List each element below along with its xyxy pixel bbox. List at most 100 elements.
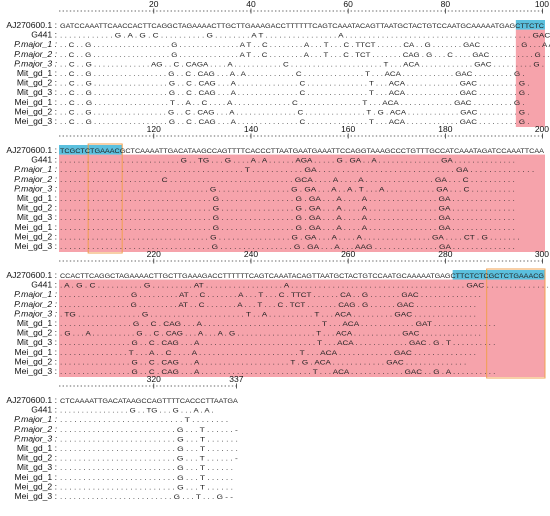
sequence-name: Mei_gd_2 :	[14, 106, 57, 116]
variant-sequence: . . . . . . . . . . . . . . . . G . . C …	[60, 369, 496, 376]
primer-site-box	[486, 268, 546, 379]
sequence-name: Mei_gd_2 :	[14, 481, 57, 491]
sequence-name: P.major_1 :	[14, 289, 57, 299]
amplicon-region-highlight	[59, 279, 545, 377]
primer-highlight	[515, 20, 545, 30]
position-tick-label: 80	[441, 0, 451, 9]
sequence-name: P.major_3 :	[14, 58, 57, 68]
sequence-name: Mei_gd_1 :	[14, 222, 57, 232]
sequence-name: G441 :	[31, 280, 57, 290]
amplicon-region-highlight	[59, 154, 545, 252]
sequence-name: Mit_gd_2 :	[17, 328, 57, 338]
sequence-name: P.major_1 :	[14, 164, 57, 174]
variant-sequence: . . . . . . . . . . . . . . . . G . . . …	[60, 302, 476, 309]
variant-sequence: . . C . . G . . . . . . . . . . . . . . …	[60, 42, 550, 49]
sequence-name: Mei_gd_3 :	[14, 366, 57, 376]
sequence-name: P.major_3 :	[14, 433, 57, 443]
position-tick-label: 120	[147, 124, 161, 134]
position-tick-label: 180	[438, 124, 452, 134]
alignment-block: 20 40 60 80 100 AJ270600.1 : GATCCAAATTCAACCAC…	[6, 0, 550, 128]
variant-sequence: . . C . . G . . . . . . . . . . . . . AG…	[60, 61, 544, 68]
alignment-block: 120 140 160 180 200 AJ270600.1 : TCGCTCTGAAACG…	[6, 124, 549, 254]
variant-sequence: . . . . . . . . . . . . . . . . G . . C …	[60, 321, 496, 328]
sequence-name: G441 :	[31, 30, 57, 40]
variant-sequence: . . . . . . . . . . . . . . . . . . . . …	[60, 465, 233, 472]
variant-sequence: . G . . . A . . . . . . . . . . G . . C …	[60, 331, 481, 338]
sequence-name: Mit_gd_3 :	[17, 337, 57, 347]
sequence-name: Mit_gd_1 :	[17, 193, 57, 203]
variant-sequence: . . . . . . . . . . . . . . . . . . . . …	[60, 234, 520, 241]
sequence-name: Mei_gd_2 :	[14, 231, 57, 241]
reference-sequence: CCACTTCAGGCTAGAAAACTTGCTTGAAAGACCTTTTTTC…	[60, 273, 544, 280]
position-tick-label: 337	[229, 374, 243, 384]
alignment-block: 220 240 260 280 300 AJ270600.1 : CCACTTCAGGCTA…	[6, 249, 549, 379]
primer-highlight	[452, 270, 545, 280]
primer-highlight	[59, 145, 123, 155]
sequence-name: P.major_2 :	[14, 424, 57, 434]
sequence-name: G441 :	[31, 405, 57, 415]
sequence-name: Mit_gd_3 :	[17, 462, 57, 472]
variant-sequence: . . . . . . . . . . . . . . . . . . . . …	[60, 215, 515, 222]
variant-sequence: . . . . . . . . . . . . . . . . G . . . …	[60, 292, 481, 299]
variant-sequence: . . . . . . . . . . . . . . . . . . . . …	[60, 475, 233, 482]
position-tick-label: 60	[343, 0, 353, 9]
variant-sequence: . . . . . . . . . . . . . . . . . . . . …	[60, 446, 238, 453]
sequence-name: P.major_1 :	[14, 39, 57, 49]
variant-sequence: . . C . . G . . . . . . . . . . . . . . …	[60, 71, 525, 78]
variant-sequence: . . . . . . . . . . . . . . . . G . . TG…	[60, 408, 214, 415]
sequence-name: Mei_gd_3 :	[14, 116, 57, 126]
sequence-name: Mei_gd_1 :	[14, 347, 57, 357]
variant-sequence: . . C . . G . . . . . . . . . . . . . . …	[60, 100, 525, 107]
position-tick-label: 200	[535, 124, 549, 134]
variant-sequence: . . . . . . . . . . . . . . . . . . . . …	[60, 484, 233, 491]
sequence-name: AJ270600.1 :	[6, 270, 57, 280]
sequence-name: P.major_1 :	[14, 414, 57, 424]
sequence-name: Mit_gd_2 :	[17, 203, 57, 213]
primer-site-box	[87, 143, 123, 254]
alignment-block: 320 337 AJ270600.1 : CTCAAAATTGACATAAGCCAGT…	[6, 374, 243, 501]
variant-sequence: . . . . . . . . . . . . . . . . . . . . …	[60, 158, 515, 165]
variant-sequence: . . C . . G . . . . . . . . . . . . . . …	[60, 81, 530, 88]
amplicon-region-highlight	[515, 29, 545, 128]
sequence-name: AJ270600.1 :	[6, 20, 57, 30]
variant-sequence: . . C . . G . . . . . . . . . . . . . . …	[60, 90, 530, 97]
sequence-name: G441 :	[31, 155, 57, 165]
variant-sequence: . . . . . . . . . . . . . . . T . . . A …	[60, 350, 476, 357]
variant-sequence: . . . . . . . . . . . . . . . . . . . . …	[60, 436, 238, 443]
variant-sequence: . . . . . . . . . . . . . . . . . . . . …	[60, 244, 515, 251]
sequence-name: AJ270600.1 :	[6, 395, 57, 405]
sequence-name: Mei_gd_1 :	[14, 472, 57, 482]
variant-sequence: . . . . . . . . . . . . . . . . . . . . …	[60, 206, 515, 213]
sequence-name: Mit_gd_2 :	[17, 78, 57, 88]
position-tick-label: 300	[535, 249, 549, 259]
sequence-name: Mit_gd_1 :	[17, 318, 57, 328]
position-tick-label: 100	[535, 0, 549, 9]
sequence-name: Mit_gd_3 :	[17, 87, 57, 97]
variant-sequence: . . C . . G . . . . . . . . . . . . . . …	[60, 109, 530, 116]
variant-sequence: . . . . . . . . . . . . G . A . G . C . …	[60, 33, 550, 40]
variant-sequence: . . C . . G . . . . . . . . . . . . . . …	[60, 119, 530, 126]
sequence-name: AJ270600.1 :	[6, 145, 57, 155]
sequence-name: Mit_gd_1 :	[17, 443, 57, 453]
sequence-name: Mei_gd_3 :	[14, 491, 57, 501]
position-tick-label: 280	[438, 249, 452, 259]
variant-sequence: . . . . . . . . . . . . . . . . G . . C …	[60, 340, 496, 347]
sequence-name: P.major_3 :	[14, 308, 57, 318]
sequence-name: Mei_gd_3 :	[14, 241, 57, 251]
variant-sequence: . . . . . . . . . . . . . . . . . . . . …	[60, 167, 535, 174]
sequence-name: P.major_2 :	[14, 174, 57, 184]
sequence-name: P.major_2 :	[14, 299, 57, 309]
variant-sequence: . TG . . . . . . . . . . . . . . G . . .…	[60, 311, 476, 318]
position-tick-label: 20	[149, 0, 159, 9]
variant-sequence: . . . . . . . . . . . . . . . . . . . . …	[60, 196, 515, 203]
sequence-name: Mit_gd_1 :	[17, 68, 57, 78]
position-tick-label: 220	[147, 249, 161, 259]
position-tick-label: 320	[147, 374, 161, 384]
sequence-name: Mei_gd_1 :	[14, 97, 57, 107]
variant-sequence: . . . . . . . . . . . . . . . . . . . . …	[60, 417, 228, 424]
position-tick-label: 260	[341, 249, 355, 259]
variant-sequence: . . . . . . . . . . . . . . . . . . . . …	[60, 225, 515, 232]
variant-sequence: . . . . . . . . . . . . . . . . . . . . …	[60, 427, 238, 434]
variant-sequence: . . . . . . . . . . . . . . . . . . . . …	[60, 456, 238, 463]
